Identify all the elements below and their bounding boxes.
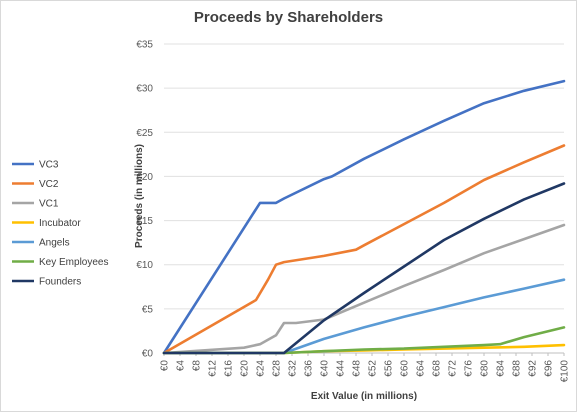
y-tick-label: €20 xyxy=(136,172,153,183)
x-tick-label: €96 xyxy=(544,360,555,377)
y-tick-label: €25 xyxy=(136,128,153,139)
y-axis-title: Proceeds (in millions) xyxy=(134,144,145,248)
x-tick-label: €92 xyxy=(528,360,539,377)
x-tick-label: €4 xyxy=(176,360,187,372)
x-tick-label: €80 xyxy=(480,360,491,377)
series-line-vc3 xyxy=(162,79,566,355)
series-line-angels xyxy=(162,278,566,355)
legend-label-incubator: Incubator xyxy=(39,218,81,229)
x-tick-label: €64 xyxy=(416,360,427,377)
x-tick-label: €68 xyxy=(432,360,443,377)
series-line-founders xyxy=(162,182,566,355)
x-tick-label: €48 xyxy=(352,360,363,377)
x-tick-label: €32 xyxy=(288,360,299,377)
series-lines xyxy=(162,79,566,355)
legend-label-vc3: VC3 xyxy=(39,160,59,171)
x-tick-label: €56 xyxy=(384,360,395,377)
series-line-key-employees xyxy=(162,326,566,355)
x-tick-label: €72 xyxy=(448,360,459,377)
y-tick-label: €10 xyxy=(136,260,153,271)
series-line-vc2 xyxy=(162,144,566,355)
y-tick-label: €35 xyxy=(136,40,153,51)
x-tick-label: €12 xyxy=(208,360,219,377)
x-tick-label: €88 xyxy=(512,360,523,377)
legend-label-key-employees: Key Employees xyxy=(39,257,108,268)
x-tick-label: €52 xyxy=(368,360,379,377)
x-tick-label: €28 xyxy=(272,360,283,377)
x-tick-label: €20 xyxy=(240,360,251,377)
legend: VC3 VC2 VC1 Incubator Angels Key Employees Fou… xyxy=(12,160,108,288)
gridlines xyxy=(164,43,564,354)
y-tick-label: €0 xyxy=(142,349,154,360)
y-tick-label: €5 xyxy=(142,304,154,315)
legend-label-founders: Founders xyxy=(39,277,81,288)
x-tick-label: €100 xyxy=(560,360,571,383)
x-tick-label: €84 xyxy=(496,360,507,377)
legend-label-vc2: VC2 xyxy=(39,179,59,190)
x-tick-label: €60 xyxy=(400,360,411,377)
x-axis-title: Exit Value (in millions) xyxy=(311,391,417,402)
x-tick-label: €0 xyxy=(160,360,171,372)
legend-label-angels: Angels xyxy=(39,238,70,249)
legend-label-vc1: VC1 xyxy=(39,199,59,210)
y-tick-label: €15 xyxy=(136,216,153,227)
axes: €0 €5 €10 €15 €20 €25 €30 €35 €0 €4 €8 €12 €16 €20 €24… xyxy=(136,40,570,383)
x-tick-label: €24 xyxy=(256,360,267,377)
y-tick-label: €30 xyxy=(136,84,153,95)
x-tick-label: €8 xyxy=(192,360,203,372)
x-tick-label: €36 xyxy=(304,360,315,377)
x-tick-label: €44 xyxy=(336,360,347,377)
x-tick-label: €40 xyxy=(320,360,331,377)
chart-title: Proceeds by Shareholders xyxy=(193,9,384,26)
x-tick-label: €16 xyxy=(224,360,235,377)
x-tick-label: €76 xyxy=(464,360,475,377)
